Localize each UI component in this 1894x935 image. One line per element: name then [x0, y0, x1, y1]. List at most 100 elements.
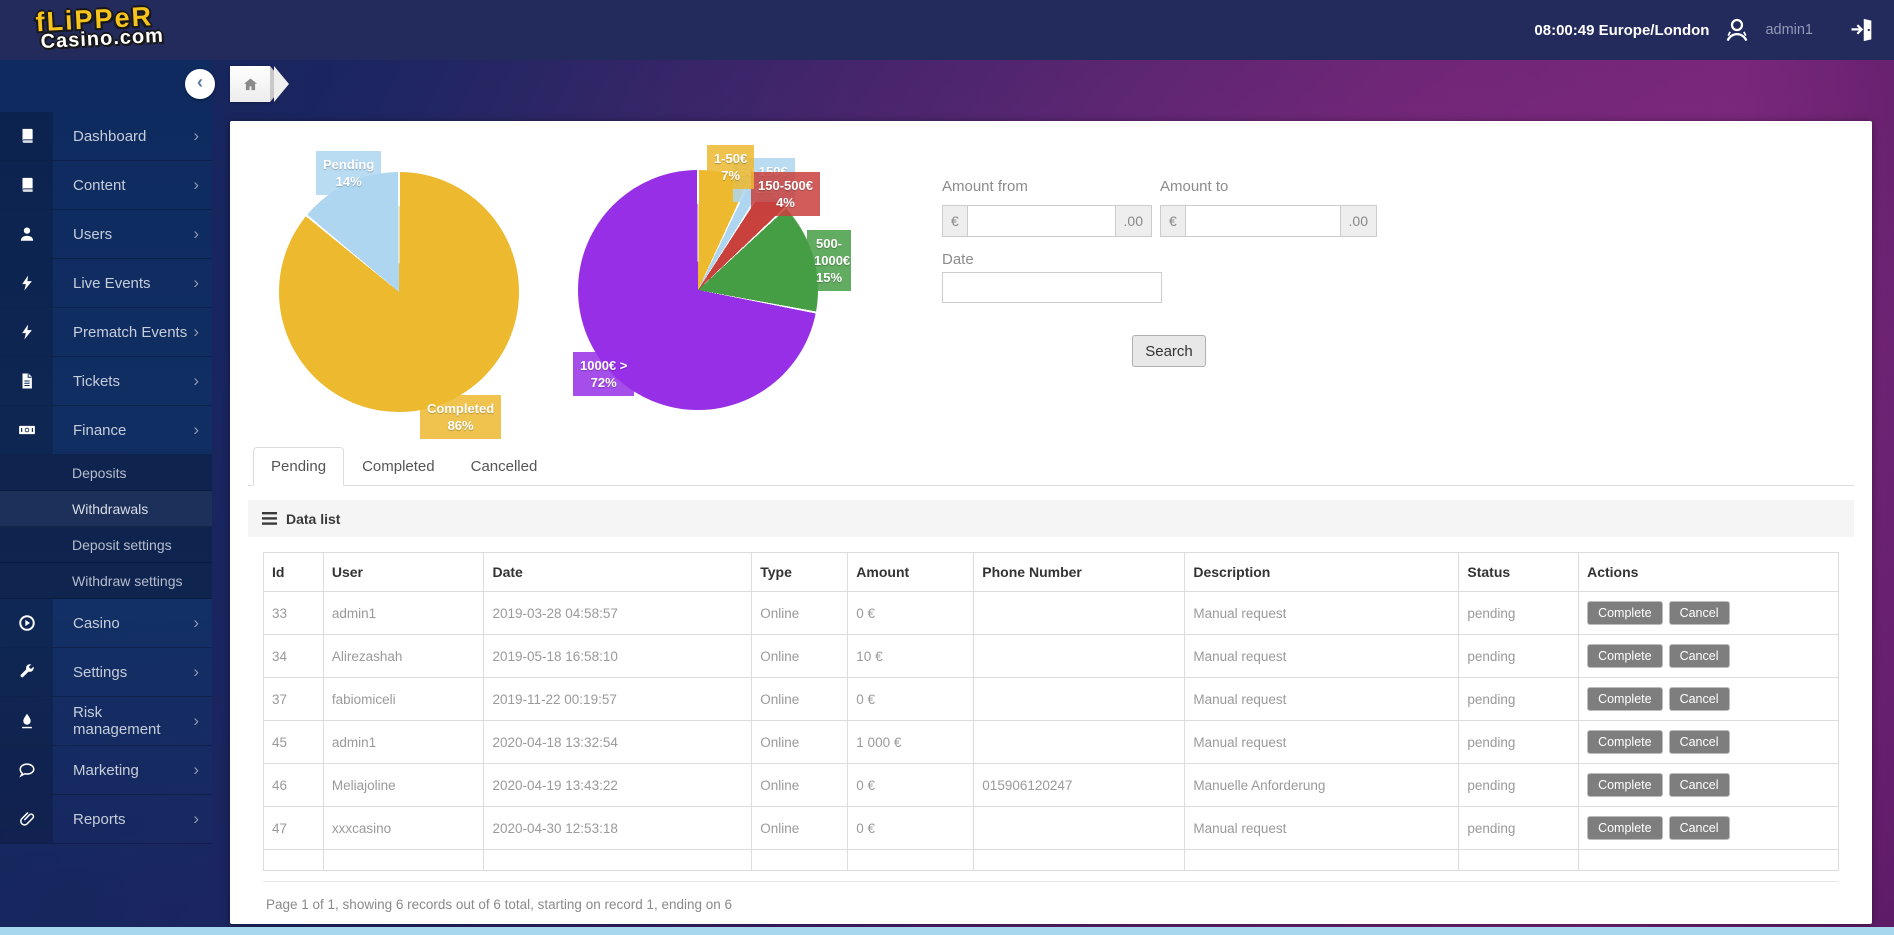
- cell-id: 34: [263, 634, 324, 678]
- pie-slice-label: Completed 86%: [420, 395, 502, 439]
- chevron-right-icon: ›: [193, 175, 199, 194]
- tab-completed[interactable]: Completed: [362, 458, 435, 475]
- column-header-status: Status: [1458, 552, 1580, 592]
- table-row: 46 Meliajoline 2020-04-19 13:43:22 Online 0 …: [263, 763, 1839, 807]
- sidebar-item-finance[interactable]: Finance ›: [0, 406, 212, 455]
- home-icon[interactable]: [230, 66, 270, 102]
- cell-type: Online: [751, 806, 849, 850]
- drop-icon: [0, 697, 53, 745]
- currency-prefix: €: [942, 205, 967, 237]
- cell-status: pending: [1458, 720, 1580, 764]
- amount-from-label: Amount from: [942, 178, 1028, 195]
- chevron-right-icon: ›: [193, 613, 199, 632]
- complete-button[interactable]: Complete: [1587, 773, 1663, 797]
- pie-slice-label: 150-500€ 4%: [751, 172, 820, 216]
- sidebar-item-risk-management[interactable]: Risk management ›: [0, 697, 212, 746]
- column-header-user: User: [322, 552, 485, 592]
- menu-icon: [262, 512, 277, 525]
- sidebar-subitem-withdrawals[interactable]: Withdrawals: [0, 491, 212, 527]
- cell-status: pending: [1458, 763, 1580, 807]
- chevron-right-icon: ›: [193, 224, 199, 243]
- amount-from-input[interactable]: [966, 205, 1116, 237]
- sidebar-item-dashboard[interactable]: Dashboard ›: [0, 112, 212, 161]
- logout-icon[interactable]: [1848, 16, 1876, 44]
- panel-body: Id User Date Type Amount Phone Number Descript…: [248, 537, 1854, 927]
- cell-type: Online: [751, 677, 849, 721]
- tab-cancelled[interactable]: Cancelled: [470, 458, 538, 475]
- sidebar-item-label: Marketing: [73, 761, 139, 779]
- cell-status: pending: [1458, 591, 1580, 635]
- date-input[interactable]: [942, 272, 1162, 303]
- column-header-type: Type: [751, 552, 849, 592]
- cell-actions: Complete Cancel: [1578, 720, 1839, 764]
- sidebar-item-prematch-events[interactable]: Prematch Events ›: [0, 308, 212, 357]
- cell-status: pending: [1458, 677, 1580, 721]
- logo[interactable]: fLiPPeR Casino.com: [35, 1, 165, 55]
- cell-id: 46: [263, 763, 324, 807]
- column-header-actions: Actions: [1578, 552, 1839, 592]
- sidebar-item-settings[interactable]: Settings ›: [0, 648, 212, 697]
- sidebar-item-marketing[interactable]: Marketing ›: [0, 746, 212, 795]
- tab-pending[interactable]: Pending: [253, 447, 345, 486]
- sidebar-item-label: Live Events: [73, 274, 151, 292]
- complete-button[interactable]: Complete: [1587, 730, 1663, 754]
- book-icon: [0, 112, 53, 160]
- chevron-right-icon: ›: [193, 322, 199, 341]
- cell-amount: 0 €: [847, 677, 975, 721]
- cell-amount: 10 €: [847, 634, 975, 678]
- cell-phone: [973, 634, 1186, 678]
- bolt-icon: [0, 259, 53, 307]
- clock-text: 08:00:49 Europe/London: [1534, 21, 1710, 39]
- amount-to-input[interactable]: [1184, 205, 1341, 237]
- sidebar-item-reports[interactable]: Reports ›: [0, 795, 212, 844]
- sidebar-item-users[interactable]: Users ›: [0, 210, 212, 259]
- sidebar-item-label: Tickets: [73, 372, 120, 390]
- sidebar-item-label: Settings: [73, 663, 128, 681]
- sidebar-item-label: Content: [73, 176, 126, 194]
- chevron-right-icon: ›: [193, 662, 199, 681]
- sidebar-subitem-deposits[interactable]: Deposits: [0, 455, 212, 491]
- cell-phone: 015906120247: [973, 763, 1186, 807]
- sidebar-item-casino[interactable]: Casino ›: [0, 599, 212, 648]
- search-button[interactable]: Search: [1132, 335, 1206, 367]
- table-row: 37 fabiomiceli 2019-11-22 00:19:57 Online 0 …: [263, 677, 1839, 721]
- cancel-button[interactable]: Cancel: [1668, 601, 1730, 625]
- table-row: 45 admin1 2020-04-18 13:32:54 Online 1 000 €…: [263, 720, 1839, 764]
- pie-slice-label: Pending 14%: [316, 151, 382, 195]
- cancel-button[interactable]: Cancel: [1668, 816, 1730, 840]
- cell-date: 2019-11-22 00:19:57: [483, 677, 753, 721]
- sidebar-submenu: Deposits Withdrawals Deposit settings Withd…: [0, 455, 212, 599]
- complete-button[interactable]: Complete: [1587, 644, 1663, 668]
- complete-button[interactable]: Complete: [1587, 601, 1663, 625]
- sidebar-item-label: Finance: [73, 421, 127, 439]
- sidebar-subitem-deposit-settings[interactable]: Deposit settings: [0, 527, 212, 563]
- sidebar-item-label: Prematch Events: [73, 323, 188, 341]
- bolt-icon: [0, 308, 53, 356]
- cell-date: 2020-04-19 13:43:22: [483, 763, 753, 807]
- sidebar-item-label: Users: [73, 225, 113, 243]
- cell-type: Online: [751, 591, 849, 635]
- sidebar-item-live-events[interactable]: Live Events ›: [0, 259, 212, 308]
- table-row: 33 admin1 2019-03-28 04:58:57 Online 0 € Manu…: [263, 591, 1839, 635]
- chevron-right-icon: ›: [193, 371, 199, 390]
- complete-button[interactable]: Complete: [1587, 687, 1663, 711]
- cell-user: admin1: [322, 720, 485, 764]
- cancel-button[interactable]: Cancel: [1668, 730, 1730, 754]
- complete-button[interactable]: Complete: [1587, 816, 1663, 840]
- cell-description: Manuelle Anforderung: [1184, 763, 1460, 807]
- sidebar-item-label: Reports: [73, 810, 126, 828]
- sidebar-subitem-withdraw-settings[interactable]: Withdraw settings: [0, 563, 212, 599]
- cancel-button[interactable]: Cancel: [1668, 687, 1730, 711]
- sidebar-item-tickets[interactable]: Tickets ›: [0, 357, 212, 406]
- cancel-button[interactable]: Cancel: [1668, 644, 1730, 668]
- empty-table-row: [263, 849, 1839, 871]
- sidebar-item-content[interactable]: Content ›: [0, 161, 212, 210]
- sidebar-collapse-button[interactable]: ‹: [185, 69, 215, 99]
- currency-prefix: €: [1160, 205, 1185, 237]
- cell-description: Manual request: [1184, 720, 1460, 764]
- chevron-right-icon: ›: [193, 711, 199, 730]
- cell-date: 2019-05-18 16:58:10: [483, 634, 753, 678]
- cancel-button[interactable]: Cancel: [1668, 773, 1730, 797]
- user-avatar-icon[interactable]: [1722, 15, 1752, 45]
- cell-amount: 0 €: [847, 763, 975, 807]
